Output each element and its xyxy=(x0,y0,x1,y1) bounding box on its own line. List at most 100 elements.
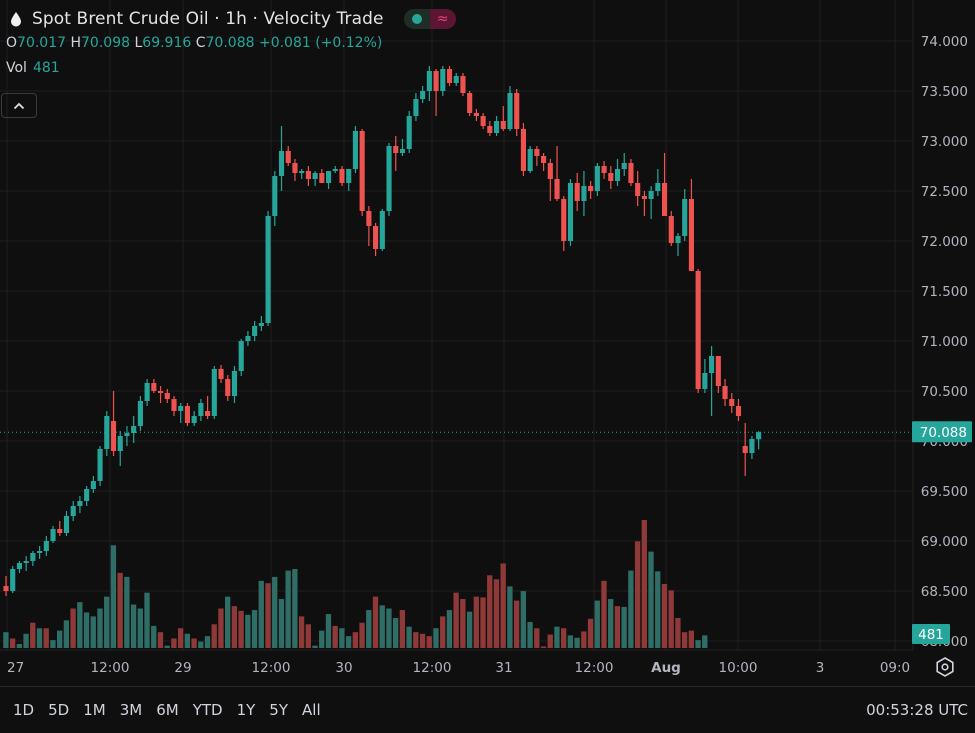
candle xyxy=(386,143,392,216)
candle xyxy=(446,66,453,86)
candle xyxy=(178,403,184,423)
range-all-button[interactable]: All xyxy=(302,701,321,719)
oil-drop-icon xyxy=(6,8,26,30)
range-selector: 1D 5D 1M 3M 6M YTD 1Y 5Y All xyxy=(0,701,335,719)
candle xyxy=(480,113,486,129)
ohlc-values: O70.017 H70.098 L69.916 C70.088 +0.081 (… xyxy=(6,35,456,55)
candle xyxy=(292,159,298,181)
range-1m-button[interactable]: 1M xyxy=(83,701,106,719)
volume-bar xyxy=(520,591,526,648)
range-5d-button[interactable]: 5D xyxy=(48,701,70,719)
volume-bar xyxy=(695,640,701,648)
volume-bar xyxy=(272,576,278,648)
range-1d-button[interactable]: 1D xyxy=(13,701,35,719)
volume-bar xyxy=(614,606,621,648)
candle xyxy=(682,189,688,241)
candle xyxy=(278,126,285,191)
candle xyxy=(171,396,177,416)
volume-bar xyxy=(184,633,190,648)
volume-bar xyxy=(561,628,567,648)
range-ytd-button[interactable]: YTD xyxy=(192,701,223,719)
price-chart[interactable]: 74.000 73.500 73.000 72.500 72.000 71.500 71.0… xyxy=(0,0,975,686)
volume-bar xyxy=(332,625,338,648)
volume-bar xyxy=(16,644,22,648)
range-3m-button[interactable]: 3M xyxy=(119,701,143,719)
candle xyxy=(366,206,372,246)
volume-bar xyxy=(90,616,96,648)
open-label: O xyxy=(6,35,18,51)
candle xyxy=(198,399,204,421)
collapse-legend-button[interactable] xyxy=(1,93,37,118)
price-tick-label: 73.500 xyxy=(921,84,968,100)
volume-bar xyxy=(231,606,238,648)
visibility-toggle[interactable]: ≈ xyxy=(403,9,456,29)
candle xyxy=(285,146,291,166)
chevron-up-icon xyxy=(13,102,25,109)
volume-bar xyxy=(473,596,479,648)
close-label: C xyxy=(195,35,206,51)
candle xyxy=(608,166,614,189)
utc-clock[interactable]: 00:53:28 UTC xyxy=(866,701,968,719)
volume-bar xyxy=(312,645,318,648)
volume-bar xyxy=(211,624,217,648)
candle xyxy=(715,356,721,393)
candle xyxy=(406,111,412,153)
candle xyxy=(709,346,715,416)
candle xyxy=(594,163,600,196)
wave-icon[interactable]: ≈ xyxy=(429,9,456,29)
volume-bar xyxy=(238,610,244,648)
candle xyxy=(57,521,63,536)
candle xyxy=(742,423,748,476)
last-volume-badge xyxy=(912,624,950,644)
price-tick-label: 72.500 xyxy=(921,184,968,200)
candle xyxy=(413,93,419,121)
candle xyxy=(601,161,607,179)
candle xyxy=(749,436,755,459)
volume-bar xyxy=(110,545,117,648)
time-tick-label: 29 xyxy=(174,660,191,676)
candle xyxy=(433,69,439,116)
volume-bar xyxy=(446,610,453,648)
candle xyxy=(326,171,332,189)
candle xyxy=(655,169,661,196)
status-dot-icon[interactable] xyxy=(403,9,430,29)
volume-bar xyxy=(393,617,399,648)
candle xyxy=(467,91,473,116)
volume-bar xyxy=(628,570,634,648)
candle xyxy=(131,416,137,443)
volume-bar xyxy=(681,632,688,648)
candle xyxy=(30,551,36,566)
candle xyxy=(487,121,493,136)
candle xyxy=(272,171,278,226)
range-1y-button[interactable]: 1Y xyxy=(236,701,256,719)
volume-legend: Vol 481 xyxy=(6,60,456,80)
volume-bar xyxy=(527,621,533,648)
high-label: H xyxy=(70,35,82,51)
volume-bar xyxy=(507,586,513,648)
candle xyxy=(541,153,547,171)
candle xyxy=(3,576,9,596)
volume-bar xyxy=(83,612,90,648)
volume-bar xyxy=(641,520,647,648)
volume-bar xyxy=(567,635,574,648)
volume-bar xyxy=(345,636,352,648)
candle xyxy=(379,209,385,251)
settings-gear-icon[interactable] xyxy=(934,656,956,678)
candle xyxy=(151,379,157,393)
candle xyxy=(527,146,533,173)
candle xyxy=(104,411,110,456)
candle xyxy=(695,269,701,393)
candle xyxy=(158,386,164,403)
range-6m-button[interactable]: 6M xyxy=(156,701,179,719)
volume-bar xyxy=(57,630,63,648)
range-5y-button[interactable]: 5Y xyxy=(269,701,289,719)
candle xyxy=(514,89,520,136)
candle xyxy=(299,169,305,179)
candle xyxy=(117,431,123,466)
volume-bar xyxy=(379,605,385,648)
volume-bar xyxy=(151,625,157,648)
candle xyxy=(359,129,365,216)
volume-bar xyxy=(77,602,83,648)
volume-bar xyxy=(70,608,76,648)
candle xyxy=(628,159,634,186)
